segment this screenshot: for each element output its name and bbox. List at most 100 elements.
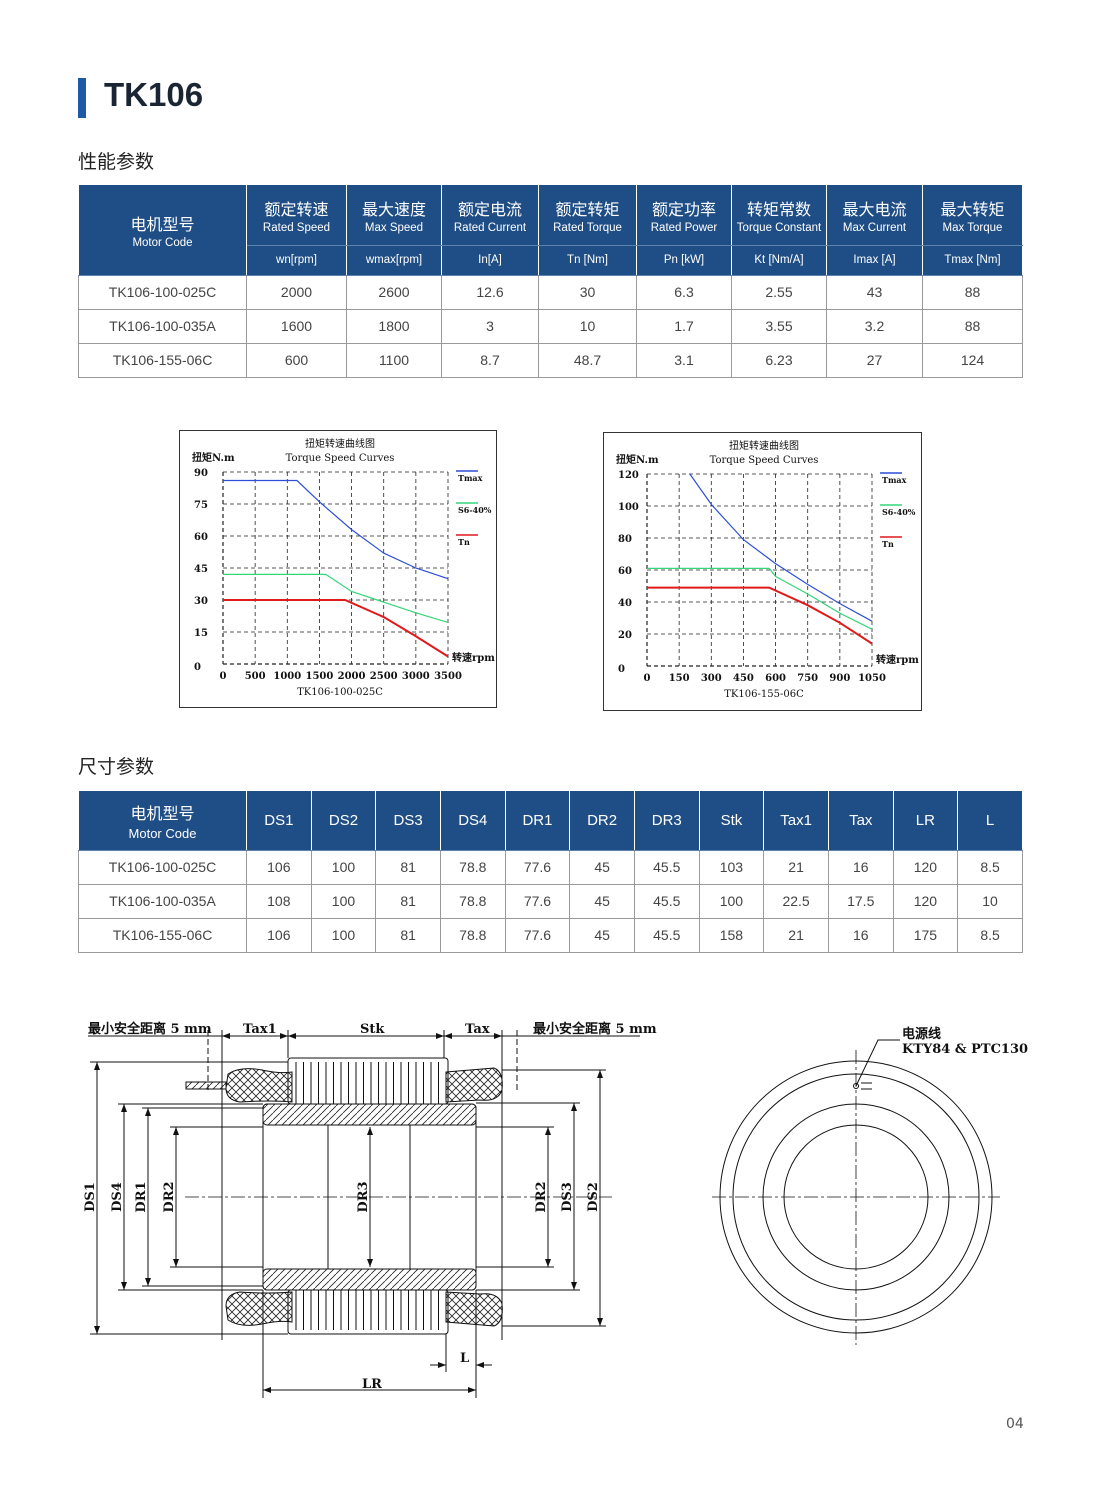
x-tick-label: 1050 [858, 673, 886, 684]
motor-code-cell: TK106-155-06C [78, 342, 247, 378]
value-cell: 17.5 [827, 883, 894, 919]
y-tick-label: 20 [618, 630, 632, 641]
value-cell: 100 [310, 849, 377, 885]
header-tax: Tax [827, 791, 894, 851]
table-row: TK106-155-06C 600 1100 8.7 48.7 3.1 6.23 27 124 [78, 342, 1023, 378]
title-accent-bar [78, 78, 86, 118]
value-cell: 175 [892, 917, 959, 953]
table-row: TK106-100-035A 108 100 81 78.8 77.6 45 45.5 100 2… [78, 883, 1023, 919]
y-axis-label: 扭矩N.m [192, 451, 235, 464]
safety-distance-right-label: 最小安全距离 5 mm [533, 1021, 657, 1037]
dr1-label: DR1 [134, 1181, 149, 1212]
page-number: 04 [1006, 1416, 1024, 1432]
value-cell: 88 [922, 274, 1023, 310]
value-cell: 1100 [346, 342, 442, 378]
value-cell: 3 [441, 308, 539, 344]
header-max-speed: 最大速度 Max Speed [346, 185, 442, 246]
value-cell: 106 [246, 849, 312, 885]
value-cell: 2600 [346, 274, 442, 310]
value-cell: 100 [310, 883, 377, 919]
x-tick-label: 500 [245, 671, 266, 682]
value-cell: 158 [698, 917, 765, 953]
value-cell: 77.6 [504, 917, 571, 953]
header-rated-current: 额定电流 Rated Current [441, 185, 539, 246]
value-cell: 45 [569, 917, 635, 953]
value-cell: 45.5 [633, 883, 700, 919]
x-axis-label: 转速rpm [452, 651, 495, 664]
value-cell: 1800 [346, 308, 442, 344]
l-label: L [460, 1351, 469, 1366]
value-cell: 21 [763, 917, 829, 953]
value-cell: 16 [827, 917, 894, 953]
value-cell: 77.6 [504, 849, 571, 885]
tax-label: Tax [465, 1022, 490, 1037]
unit-cell: Kt [Nm/A] [731, 245, 827, 276]
series-line-tn [647, 586, 873, 645]
x-tick-label: 750 [797, 673, 818, 684]
value-cell: 8.7 [441, 342, 539, 378]
y-tick-label: 80 [618, 534, 632, 545]
y-tick-label: 75 [194, 500, 208, 511]
value-cell: 12.6 [441, 274, 539, 310]
value-cell: 45 [569, 849, 635, 885]
unit-cell: Imax [A] [826, 245, 923, 276]
chart-caption: TK106-100-025C [297, 687, 383, 698]
unit-cell: In[A] [441, 245, 539, 276]
chart-title: 扭矩转速曲线图 [305, 437, 375, 450]
chart-svg: 扭矩转速曲线图 Torque Speed Curves 扭矩N.m 转速rpm TK10… [192, 437, 495, 698]
value-cell: 45.5 [633, 917, 700, 953]
value-cell: 1600 [246, 308, 347, 344]
unit-cell: Tmax [Nm] [922, 245, 1023, 276]
legend-label: Tn [458, 537, 470, 547]
cable-label: 电源线 [902, 1026, 941, 1042]
x-tick-label: 0 [220, 671, 227, 682]
header-ds3: DS3 [375, 791, 441, 851]
value-cell: 600 [246, 342, 347, 378]
x-tick-label: 900 [829, 673, 850, 684]
value-cell: 22.5 [763, 883, 829, 919]
x-tick-label: 0 [644, 673, 651, 684]
value-cell: 2.55 [731, 274, 827, 310]
value-cell: 8.5 [957, 917, 1023, 953]
value-cell: 21 [763, 849, 829, 885]
x-tick-label: 450 [733, 673, 754, 684]
unit-cell: wn[rpm] [246, 245, 347, 276]
drawing-lines [88, 1030, 1000, 1398]
header-dr3: DR3 [633, 791, 700, 851]
value-cell: 124 [922, 342, 1023, 378]
x-tick-label: 300 [701, 673, 722, 684]
x-tick-label: 1000 [273, 671, 301, 682]
header-dr1: DR1 [504, 791, 571, 851]
value-cell: 10 [957, 883, 1023, 919]
motor-dimension-drawing: 最小安全距离 5 mm Tax1 Stk Tax 最小安全距离 5 mm DS1… [83, 1021, 1028, 1398]
header-rated-torque: 额定转矩 Rated Torque [538, 185, 637, 246]
value-cell: 43 [826, 274, 923, 310]
value-cell: 8.5 [957, 849, 1023, 885]
motor-code-cell: TK106-100-035A [78, 883, 247, 919]
value-cell: 88 [922, 308, 1023, 344]
dr2-left-label: DR2 [162, 1181, 177, 1212]
dimensions-table: 电机型号 Motor Code DS1 DS2 DS3 DS4 DR1 DR2 DR3 Stk T… [78, 791, 1023, 953]
x-axis-label: 转速rpm [876, 653, 919, 666]
header-stk: Stk [698, 791, 765, 851]
chart-svg: 扭矩转速曲线图 Torque Speed Curves 扭矩N.m 转速rpm TK10… [616, 439, 919, 700]
value-cell: 45.5 [633, 849, 700, 885]
stk-label: Stk [360, 1022, 385, 1037]
y-tick-label: 60 [618, 566, 632, 577]
chart-subtitle: Torque Speed Curves [286, 453, 395, 464]
header-lr: LR [892, 791, 959, 851]
motor-code-cell: TK106-100-025C [78, 274, 247, 310]
legend-label: Tn [882, 539, 894, 549]
value-cell: 81 [375, 849, 441, 885]
value-cell: 48.7 [538, 342, 637, 378]
value-cell: 81 [375, 917, 441, 953]
y-tick-label: 45 [194, 564, 208, 575]
value-cell: 6.23 [731, 342, 827, 378]
chart-subtitle: Torque Speed Curves [710, 455, 819, 466]
value-cell: 106 [246, 917, 312, 953]
value-cell: 1.7 [636, 308, 732, 344]
motor-code-cell: TK106-100-025C [78, 849, 247, 885]
legend-label: Tmax [458, 473, 483, 483]
value-cell: 100 [698, 883, 765, 919]
unit-cell: Pn [kW] [636, 245, 732, 276]
